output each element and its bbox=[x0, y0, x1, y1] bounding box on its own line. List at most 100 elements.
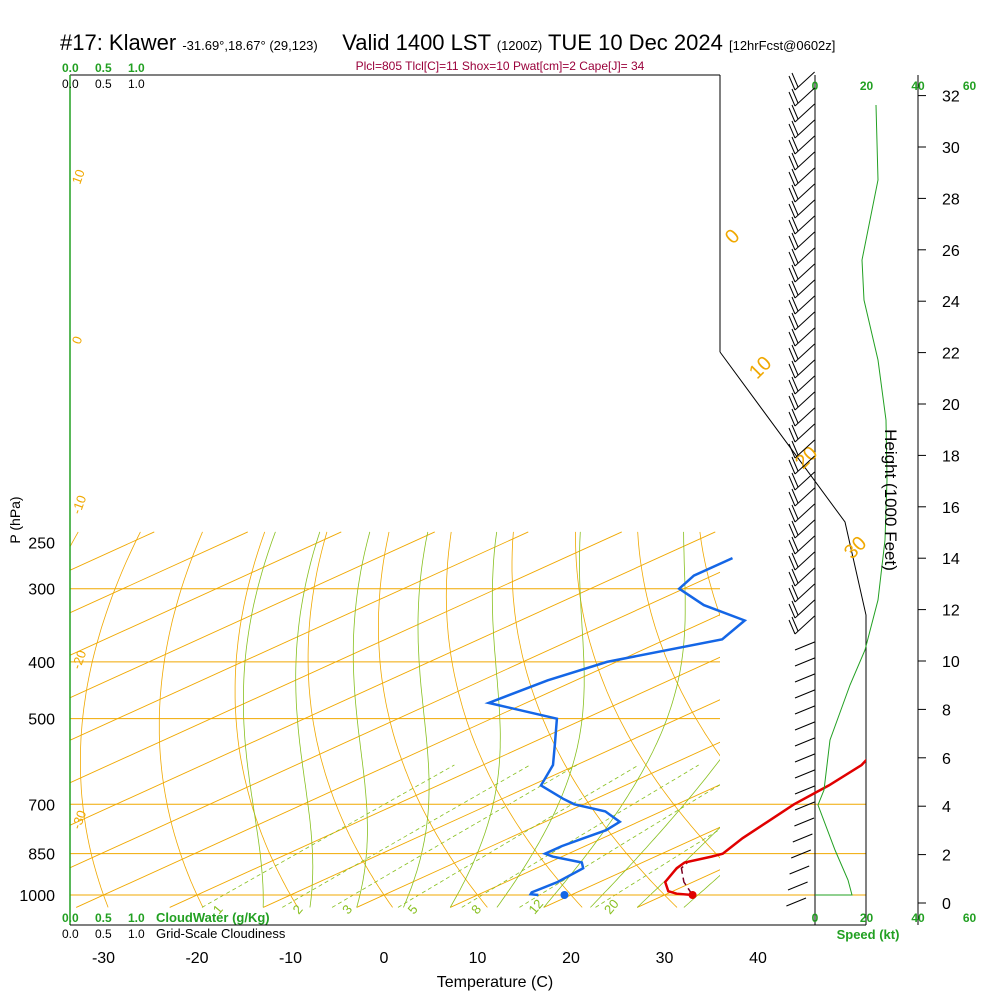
wind-barb-flag bbox=[791, 72, 799, 88]
wind-barb bbox=[786, 897, 807, 907]
wind-barb-flag bbox=[788, 411, 796, 427]
wind-barb bbox=[794, 407, 815, 427]
wind-barb bbox=[794, 817, 815, 827]
wind-barb bbox=[794, 721, 815, 731]
wind-speed-tick-top: 20 bbox=[860, 79, 874, 93]
height-axis-label: Height (1000 Feet) bbox=[881, 429, 900, 571]
mixing-ratio-line bbox=[595, 828, 720, 908]
cloudiness-label: Grid-Scale Cloudiness bbox=[156, 926, 286, 941]
isotherm-line bbox=[70, 531, 716, 826]
wind-barb bbox=[791, 849, 811, 859]
isotherm-label: 30 bbox=[840, 532, 871, 563]
wind-barb bbox=[787, 881, 808, 891]
height-tick-label: 22 bbox=[942, 346, 960, 363]
height-tick-label: 16 bbox=[942, 500, 960, 517]
station-name: #17: Klawer bbox=[60, 30, 177, 55]
temperature-tick-label: 40 bbox=[749, 950, 767, 967]
wind-barb-flag bbox=[791, 120, 799, 136]
wind-barb-flag bbox=[791, 456, 799, 472]
surface-dewpoint-marker bbox=[560, 891, 569, 899]
wind-barb bbox=[792, 833, 813, 843]
wind-barb-flag bbox=[788, 427, 796, 443]
pressure-tick-label: 250 bbox=[28, 535, 55, 552]
wind-barb bbox=[794, 71, 815, 91]
isotherm-line bbox=[450, 784, 720, 908]
wind-speed-axis-label: Speed (kt) bbox=[837, 927, 900, 942]
wind-barb-flag bbox=[788, 171, 796, 187]
isotherm-label: 0 bbox=[69, 334, 86, 346]
mixing-ratio-line bbox=[397, 764, 640, 908]
dry-adiabat-line bbox=[824, 532, 1000, 908]
wind-barb bbox=[794, 231, 815, 251]
wind-barb-flag bbox=[791, 168, 799, 184]
isotherm-line bbox=[356, 741, 720, 908]
isotherm-line bbox=[70, 531, 248, 614]
isotherm-line bbox=[169, 656, 720, 908]
wind-speed-tick-bottom: 20 bbox=[860, 911, 874, 925]
pressure-tick-label: 500 bbox=[28, 712, 55, 729]
wind-barb bbox=[794, 295, 815, 315]
cloud-scale-tick: 0.0 bbox=[62, 77, 79, 91]
isotherm-line bbox=[76, 614, 720, 908]
wind-speed-tick-bottom: 0 bbox=[812, 911, 819, 925]
wind-barb bbox=[794, 599, 815, 619]
wind-barb-flag bbox=[791, 264, 799, 280]
wind-barb-flag bbox=[791, 216, 799, 232]
isotherm-line bbox=[70, 531, 529, 741]
wind-barb bbox=[794, 359, 815, 379]
height-tick-label: 6 bbox=[942, 751, 951, 768]
wind-barb-flag bbox=[791, 520, 799, 536]
temperature-tick-label: -30 bbox=[92, 950, 115, 967]
height-tick-label: 14 bbox=[942, 551, 960, 568]
wind-barb bbox=[794, 279, 815, 299]
isotherm-label: -10 bbox=[69, 493, 90, 516]
temperature-tick-label: 20 bbox=[562, 950, 580, 967]
dry-adiabat-line bbox=[377, 531, 488, 908]
wind-barb-flag bbox=[791, 200, 799, 216]
isotherm-label: -30 bbox=[69, 808, 90, 831]
wind-barb-flag bbox=[788, 219, 796, 235]
isotherm-label: 10 bbox=[69, 167, 88, 186]
height-tick-label: 8 bbox=[942, 702, 951, 719]
wind-barb-flag bbox=[791, 504, 799, 520]
wind-speed-tick-bottom: 40 bbox=[911, 911, 925, 925]
isotherm-label: -20 bbox=[69, 648, 90, 671]
pressure-tick-label: 700 bbox=[28, 797, 55, 814]
cloud-scale-tick: 1.0 bbox=[128, 77, 145, 91]
height-tick-label: 18 bbox=[942, 448, 960, 465]
wind-barb-flag bbox=[788, 571, 796, 587]
cloudwater-label: CloudWater (g/Kg) bbox=[156, 910, 270, 925]
forecast-run: [12hrFcst@0602z] bbox=[728, 38, 836, 53]
wind-barb-flag bbox=[788, 123, 796, 139]
wind-barb bbox=[794, 343, 815, 363]
dry-adiabat-line bbox=[762, 532, 1000, 908]
wind-barb-flag bbox=[788, 523, 796, 539]
wind-barb bbox=[794, 247, 815, 267]
wind-barb-flag bbox=[788, 539, 796, 555]
frame-right-slant bbox=[719, 351, 867, 925]
wind-barb-flag bbox=[791, 88, 799, 104]
wind-barb-flag bbox=[788, 491, 796, 507]
wind-barb bbox=[794, 657, 815, 667]
wind-barb-flag bbox=[788, 619, 796, 635]
height-tick-label: 2 bbox=[942, 848, 951, 865]
wind-barb-flag bbox=[791, 392, 799, 408]
cloud-scale-tick: 1.0 bbox=[128, 927, 145, 941]
wind-barb bbox=[794, 263, 815, 283]
wind-barb-flag bbox=[788, 283, 796, 299]
moist-adiabat-line bbox=[352, 531, 371, 908]
wind-barb bbox=[794, 769, 815, 779]
chart-title: #17: Klawer -31.69°,18.67° (29,123) Vali… bbox=[60, 30, 835, 56]
temperature-tick-label: -10 bbox=[279, 950, 302, 967]
wind-barb-flag bbox=[788, 235, 796, 251]
mixing-ratio-line bbox=[282, 764, 531, 908]
moist-adiabat-line bbox=[496, 531, 585, 908]
wind-barb-flag bbox=[788, 203, 796, 219]
wind-barb-flag bbox=[791, 488, 799, 504]
wind-barb-flag bbox=[788, 363, 796, 379]
wind-barb bbox=[794, 705, 815, 715]
wind-barb-flag bbox=[788, 251, 796, 267]
pressure-tick-label: 850 bbox=[28, 847, 55, 864]
wind-barb-flag bbox=[791, 472, 799, 488]
